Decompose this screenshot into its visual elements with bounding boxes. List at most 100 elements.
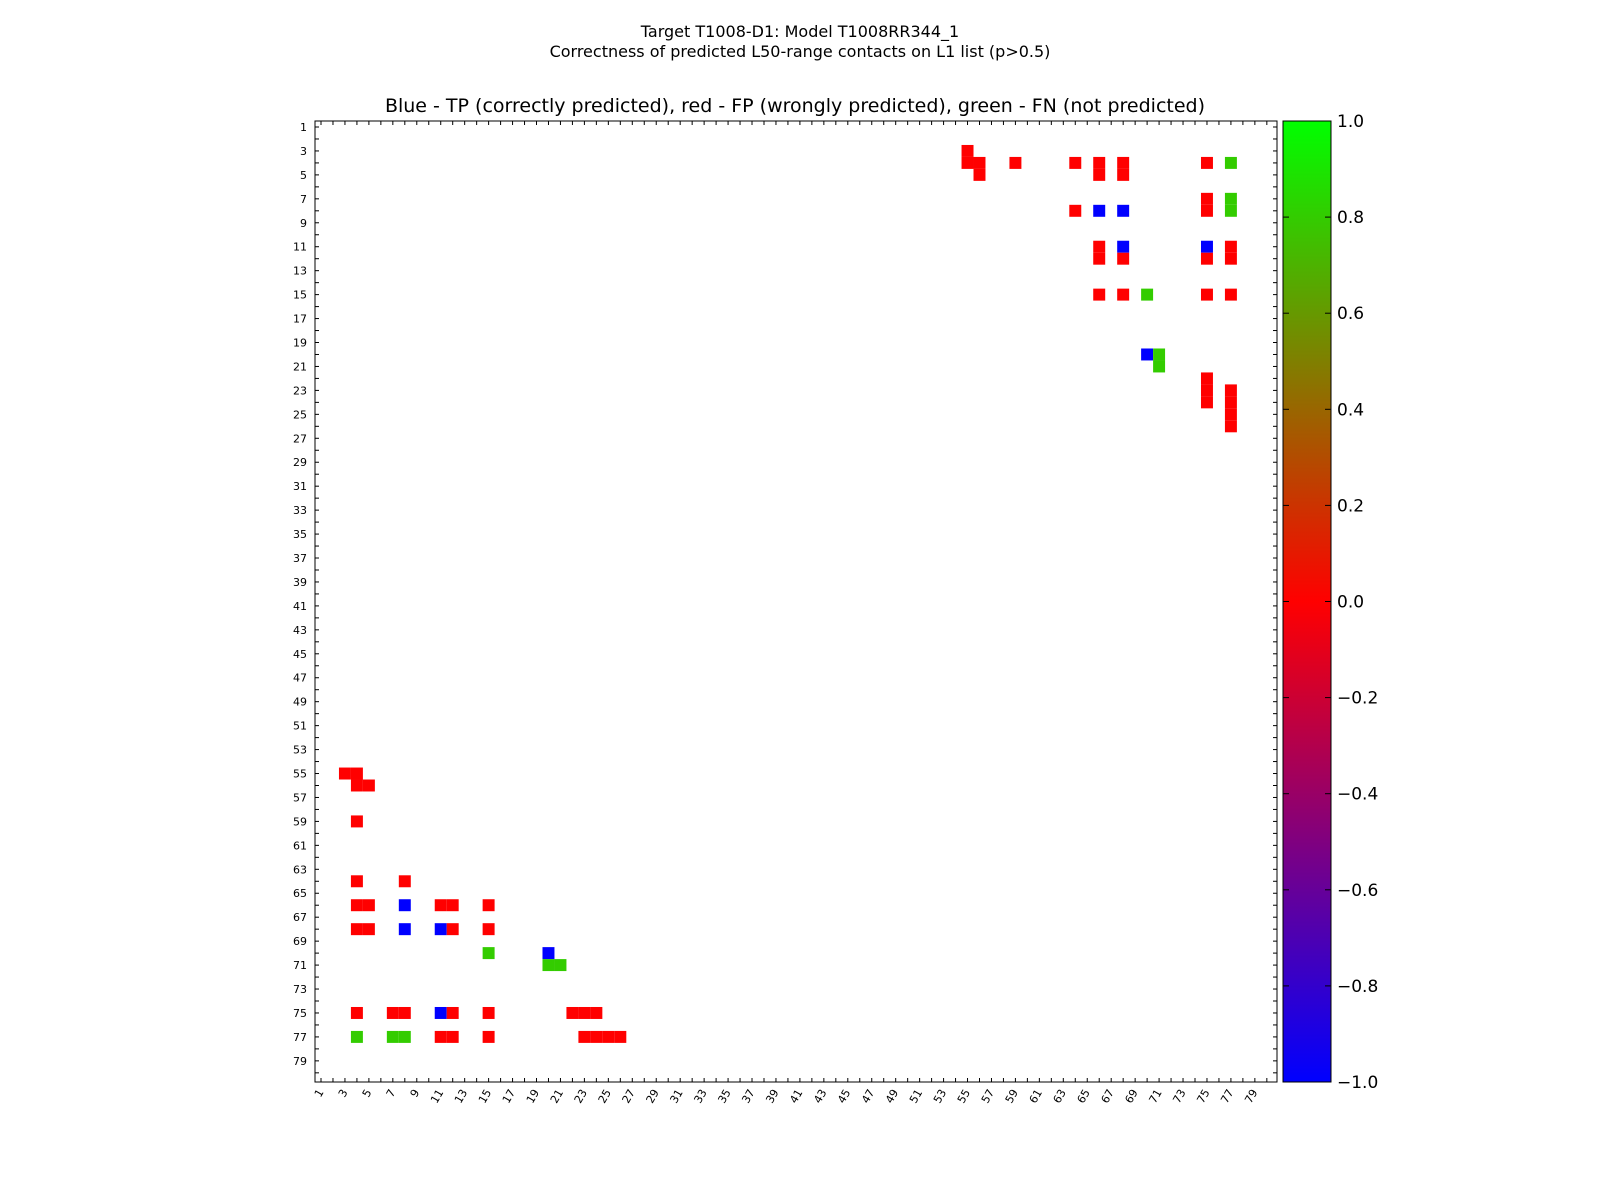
contact-cell-fn-mirror: [350, 1030, 363, 1043]
x-tick-label: 65: [1075, 1087, 1093, 1106]
colorbar: [1282, 120, 1332, 1083]
x-tick-label: 71: [1146, 1087, 1164, 1106]
x-tick-label: 3: [336, 1087, 351, 1100]
contact-cell-fp: [973, 156, 986, 169]
contact-cell-fp: [1117, 288, 1130, 301]
contact-cell-fp-mirror: [398, 875, 411, 888]
contact-cell-fp: [1200, 372, 1213, 385]
x-tick-label: 5: [360, 1087, 375, 1100]
contact-cell-fp-mirror: [362, 923, 375, 936]
contact-cell-fp-mirror: [578, 1006, 591, 1019]
contact-cell-fp-mirror: [350, 875, 363, 888]
contact-cell-fp-mirror: [338, 767, 351, 780]
y-tick-label: 35: [293, 528, 307, 541]
x-tick-label: 55: [955, 1087, 973, 1106]
contact-cell-fp-mirror: [566, 1006, 579, 1019]
y-tick-label: 31: [293, 480, 307, 493]
y-tick-label: 47: [293, 672, 307, 685]
y-tick-label: 9: [300, 217, 307, 230]
x-tick-label: 61: [1027, 1087, 1045, 1106]
colorbar-tick-label: −1.0: [1337, 1073, 1378, 1093]
x-tick-label: 25: [596, 1087, 614, 1106]
x-tick-label: 31: [668, 1087, 686, 1106]
contact-cell-fp-mirror: [482, 1006, 495, 1019]
y-tick-label: 49: [293, 696, 307, 709]
contact-cell-fp-mirror: [578, 1030, 591, 1043]
y-tick-label: 63: [293, 863, 307, 876]
colorbar-tick-label: 1.0: [1337, 112, 1364, 132]
contact-cell-fp: [1093, 168, 1106, 181]
y-tick-label: 7: [300, 193, 307, 206]
contact-cell-fp-mirror: [446, 1006, 459, 1019]
y-tick-label: 29: [293, 456, 307, 469]
contact-cell-fp-mirror: [350, 815, 363, 828]
colorbar-tick-label: 0.6: [1337, 304, 1364, 324]
contact-cell-fp-mirror: [590, 1030, 603, 1043]
x-tick-label: 1: [312, 1087, 327, 1100]
contact-cell-fp-mirror: [362, 899, 375, 912]
x-tick-label: 29: [644, 1087, 662, 1106]
contact-cell-fp-mirror: [398, 1006, 411, 1019]
contact-cell-tp-mirror: [542, 947, 555, 960]
contact-cells: [338, 144, 1237, 1043]
contact-cell-fp-mirror: [482, 923, 495, 936]
y-tick-label: 17: [293, 313, 307, 326]
contact-cell-fp-mirror: [350, 779, 363, 792]
x-tick-label: 73: [1170, 1087, 1188, 1106]
x-tick-label: 41: [787, 1087, 805, 1106]
y-tick-label: 67: [293, 911, 307, 924]
x-tick-label: 79: [1242, 1087, 1260, 1106]
contact-cell-fp: [1200, 288, 1213, 301]
contact-cell-fp: [1117, 168, 1130, 181]
y-tick-label: 75: [293, 1007, 307, 1020]
x-tick-label: 43: [811, 1087, 829, 1106]
contact-cell-tp-mirror: [398, 899, 411, 912]
contact-cell-fp-mirror: [350, 899, 363, 912]
y-tick-label: 27: [293, 432, 307, 445]
y-tick-label: 53: [293, 744, 307, 757]
x-tick-label: 33: [691, 1087, 709, 1106]
contact-cell-fp-mirror: [614, 1030, 627, 1043]
x-tick-label: 15: [476, 1087, 494, 1106]
y-tick-label: 39: [293, 576, 307, 589]
contact-cell-tp: [1200, 240, 1213, 253]
y-tick-label: 71: [293, 959, 307, 972]
contact-cell-fp-mirror: [362, 779, 375, 792]
y-tick-label: 55: [293, 768, 307, 781]
contact-cell-fp: [1200, 156, 1213, 169]
contact-cell-tp: [1093, 204, 1106, 217]
x-tick-label: 19: [524, 1087, 542, 1106]
contact-cell-fp: [1117, 156, 1130, 169]
figure-suptitle-line1: Target T1008-D1: Model T1008RR344_1: [640, 22, 960, 41]
contact-cell-fp-mirror: [482, 899, 495, 912]
x-tick-label: 35: [715, 1087, 733, 1106]
contact-cell-fp: [1069, 204, 1082, 217]
contact-cell-tp-mirror: [434, 923, 447, 936]
x-tick-label: 77: [1218, 1087, 1236, 1106]
colorbar-tick-label: 0.8: [1337, 208, 1364, 228]
contact-cell-tp-mirror: [434, 1006, 447, 1019]
figure-suptitle-line2: Correctness of predicted L50-range conta…: [549, 42, 1051, 61]
y-tick-label: 11: [293, 241, 307, 254]
contact-cell-fp-mirror: [446, 1030, 459, 1043]
colorbar-tick-label: −0.6: [1337, 881, 1378, 901]
x-tick-label: 63: [1051, 1087, 1069, 1106]
x-tick-label: 57: [979, 1087, 997, 1106]
contact-cell-fp: [1200, 396, 1213, 409]
contact-cell-fp-mirror: [350, 767, 363, 780]
y-tick-label: 59: [293, 815, 307, 828]
x-tick-label: 7: [384, 1087, 399, 1100]
contact-cell-fp: [1224, 384, 1237, 397]
contact-cell-fp: [961, 156, 974, 169]
colorbar-tick-label: −0.8: [1337, 977, 1378, 997]
contact-cell-fp-mirror: [590, 1006, 603, 1019]
contact-cell-fp-mirror: [446, 923, 459, 936]
x-tick-label: 59: [1003, 1087, 1021, 1106]
contact-cell-fp: [973, 168, 986, 181]
contact-cell-fp-mirror: [350, 923, 363, 936]
contact-cell-fn-mirror: [554, 959, 567, 972]
plot-area: [315, 121, 1277, 1082]
contact-cell-fp: [1093, 156, 1106, 169]
y-tick-label: 1: [300, 121, 307, 134]
contact-cell-fp-mirror: [482, 1030, 495, 1043]
